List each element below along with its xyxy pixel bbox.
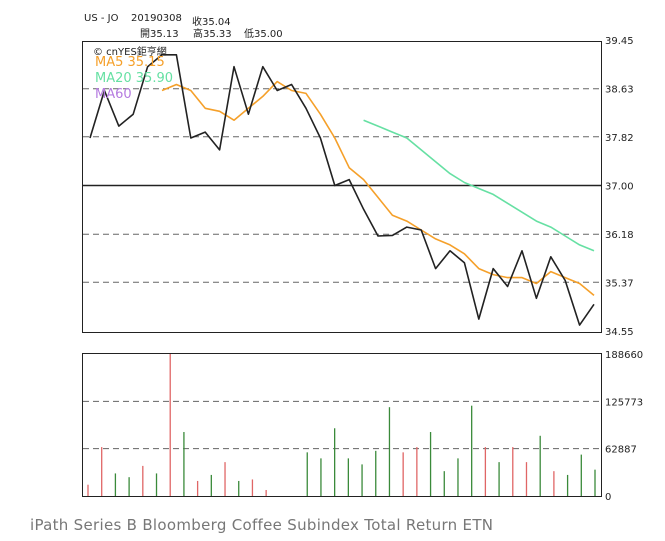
source-watermark: © cnYES鉅亨網 (93, 47, 167, 58)
legend-ma60: MA60 (95, 87, 132, 102)
price-line (89, 54, 595, 326)
symbol-label: US - JO (84, 13, 119, 24)
price-tick-label: 38.63 (605, 85, 634, 96)
price-tick-label: 39.45 (605, 36, 634, 47)
price-tick-label: 34.55 (605, 327, 634, 338)
price-tick-label: 35.37 (605, 278, 634, 289)
volume-tick-label: 125773 (605, 397, 643, 408)
etf-title: iPath Series B Bloomberg Coffee Subindex… (30, 516, 494, 534)
price-tick-label: 37.00 (605, 182, 634, 193)
volume-panel-frame (82, 353, 602, 497)
date-label: 20190308 (131, 13, 182, 24)
legend-ma5: MA5 35.15 (95, 55, 165, 70)
volume-tick-label: 188660 (605, 350, 643, 361)
price-panel-frame (82, 41, 602, 333)
volume-tick-label: 62887 (605, 445, 637, 456)
open-label: 開35.13 (140, 29, 179, 40)
volume-tick-label: 0 (605, 492, 611, 503)
high-label: 高35.33 (193, 29, 232, 40)
price-tick-label: 36.18 (605, 230, 634, 241)
ma5-line (161, 80, 595, 297)
price-tick-label: 37.82 (605, 133, 634, 144)
close-label: 收35.04 (192, 17, 231, 28)
low-label: 低35.00 (244, 29, 283, 40)
ma20-line (363, 119, 595, 252)
legend-ma20: MA20 35.90 (95, 71, 173, 86)
